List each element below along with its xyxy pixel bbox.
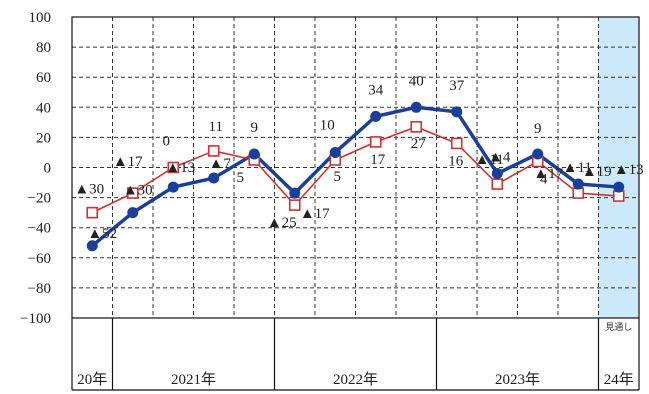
forecast-label: 見通し <box>605 322 632 333</box>
series-2-data-label: 17 <box>370 152 386 168</box>
series-1-data-label: 37 <box>449 78 465 94</box>
y-tick-label: 20 <box>36 130 51 146</box>
x-year-label: 2023年 <box>495 371 540 388</box>
series-1-point <box>532 148 544 160</box>
series-1-data-label: ▲17 <box>300 206 330 222</box>
y-tick-label: 100 <box>29 10 52 26</box>
series-1-point <box>86 240 98 252</box>
series-1-data-label: ▲13 <box>614 162 644 178</box>
plot-frame <box>71 16 640 391</box>
series-2-data-label: 0 <box>163 134 171 150</box>
series-2-point <box>450 137 463 150</box>
series-1-point <box>289 187 301 199</box>
series-1-point <box>572 178 584 190</box>
series-2-data-label: 16 <box>448 153 464 169</box>
series-2-data-label: ▲30 <box>74 182 104 198</box>
x-year-label: 2022年 <box>333 371 378 388</box>
x-year-label: 20年 <box>77 371 107 388</box>
series-1-data-label: 10 <box>320 117 335 133</box>
plot-border <box>71 16 640 319</box>
x-axis-years: 20年 2021年 2022年 2023年 24年 <box>77 371 634 388</box>
series-2-data-label: ▲19 <box>582 164 612 180</box>
series-1-data-label: ▲13 <box>165 160 195 176</box>
y-tick-label: −60 <box>28 251 51 267</box>
y-tick-label: 0 <box>44 161 52 177</box>
series-2-data-label: ▲11 <box>475 152 504 168</box>
series-2-point <box>410 121 423 133</box>
data-labels: ▲52 ▲30 ▲13 ▲7 9 ▲17 10 34 40 37 ▲4 9 ▲11 ▲13 ▲30 ▲17 0 1… <box>74 73 643 241</box>
series-1-data-label: 34 <box>368 82 384 98</box>
y-tick-label: −100 <box>20 311 51 327</box>
series-2-data-label: ▲17 <box>533 166 563 182</box>
series-1-data-label: ▲30 <box>123 183 153 199</box>
series-2-point <box>126 187 139 199</box>
x-year-label: 2021年 <box>171 371 216 388</box>
series-1-line <box>91 105 619 248</box>
series-2-point <box>572 187 585 199</box>
x-year-label: 24年 <box>604 371 634 388</box>
series-1-data-label: 9 <box>251 120 259 136</box>
series-1-data-label: ▲52 <box>87 226 117 242</box>
series-2-point <box>491 178 504 190</box>
series-2-data-label: ▲17 <box>113 154 143 170</box>
series-1-point <box>451 106 463 118</box>
series-2-data-label: ▲25 <box>267 215 297 231</box>
y-tick-label: 40 <box>36 100 51 116</box>
series-2-point <box>369 136 382 148</box>
series-1-data-label: ▲7 <box>209 156 232 172</box>
series-1-data-label: ▲4 <box>488 150 511 166</box>
y-tick-label: 80 <box>36 40 51 56</box>
series-2-data-label: 27 <box>411 136 427 152</box>
series-2-point <box>612 190 625 202</box>
series-2-point <box>207 145 220 157</box>
series-2-data-label: 5 <box>237 170 245 186</box>
series-2-data-label: 5 <box>334 169 342 185</box>
series-2-point <box>86 206 99 219</box>
series-1-data-label: 40 <box>409 73 424 89</box>
series-2-data-label: 4 <box>540 171 548 187</box>
series-1-data-label: ▲11 <box>563 160 592 176</box>
series-1-point <box>127 207 139 219</box>
series-1-point <box>248 148 260 160</box>
y-tick-label: 60 <box>36 70 51 86</box>
series-1-data-label: 9 <box>534 121 542 137</box>
y-tick-label: −80 <box>28 281 51 297</box>
series-1-point <box>329 146 341 158</box>
series-1-point <box>410 101 422 113</box>
series-1-point <box>370 110 382 122</box>
y-tick-label: −40 <box>28 221 51 237</box>
series-1-point <box>208 172 220 184</box>
series-lines <box>91 105 619 248</box>
series-1-point <box>491 168 503 180</box>
grid-lines <box>72 17 639 318</box>
series-2-data-label: 11 <box>209 119 223 135</box>
series-markers <box>86 101 625 252</box>
series-1-point <box>167 181 179 193</box>
series-1-point <box>613 181 625 193</box>
y-tick-label: −20 <box>28 191 51 207</box>
series-2-line <box>91 126 619 214</box>
y-axis-ticks: 100 80 60 40 20 0 −20 −40 −60 −80 −100 <box>20 10 51 327</box>
series-2-point <box>167 161 180 174</box>
series-2-point <box>288 199 301 211</box>
